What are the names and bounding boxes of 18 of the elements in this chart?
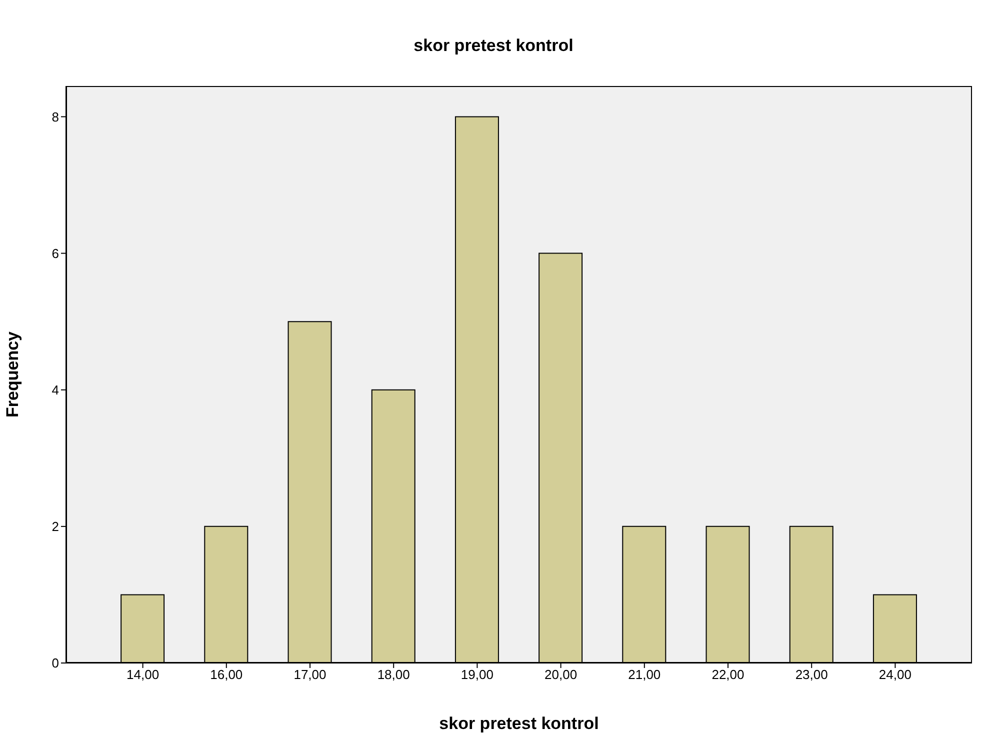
- x-tick-label: 24,00: [878, 667, 912, 682]
- x-tick-label: 16,00: [210, 667, 243, 682]
- x-tick-label: 18,00: [377, 667, 410, 682]
- y-tick-label: 4: [52, 382, 59, 398]
- x-axis-title: skor pretest kontrol: [439, 714, 599, 733]
- x-tick-label: 20,00: [544, 667, 578, 682]
- y-tick-label: 8: [52, 109, 59, 124]
- y-tick-label: 2: [52, 519, 59, 534]
- x-tick-label: 17,00: [294, 667, 326, 682]
- x-tick-label: 22,00: [712, 667, 744, 682]
- chart-title: skor pretest kontrol: [412, 36, 574, 56]
- y-tick-label: 6: [52, 246, 59, 261]
- x-tick-label: 14,00: [126, 667, 160, 682]
- x-tick-label: 21,00: [628, 667, 661, 682]
- y-axis-title: Frequency: [3, 330, 22, 418]
- x-tick-label: 23,00: [795, 667, 828, 682]
- y-tick-label: 0: [52, 656, 59, 671]
- x-tick-label: 19,00: [460, 667, 494, 682]
